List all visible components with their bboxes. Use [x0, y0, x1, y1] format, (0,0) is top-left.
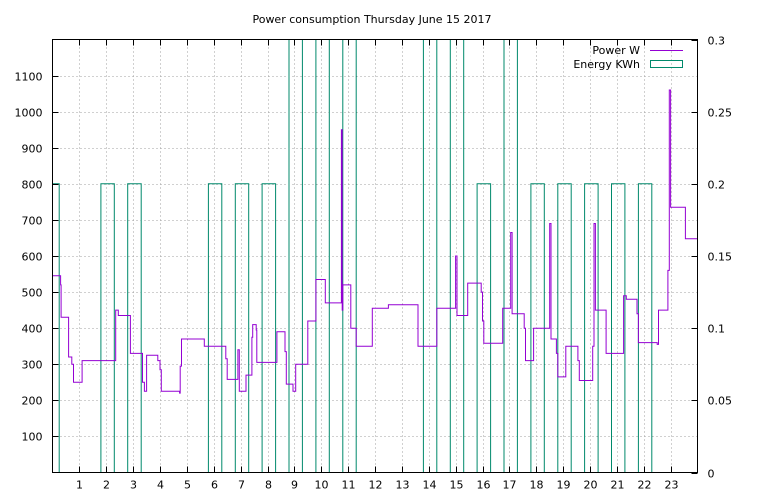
y2-tick-label: 0.3: [708, 35, 726, 48]
y-tick-label: 200: [22, 395, 43, 408]
y-tick-label: 600: [22, 251, 43, 264]
x-tick-label: 23: [665, 479, 679, 492]
x-tick-label: 8: [265, 479, 272, 492]
x-tick-label: 17: [503, 479, 517, 492]
x-tick-label: 11: [342, 479, 356, 492]
grid-layer: [52, 39, 698, 473]
y2-tick-label: 0.25: [708, 107, 733, 120]
x-tick-label: 6: [211, 479, 218, 492]
y2-tick-label: 0: [708, 468, 715, 481]
y2-tick-label: 0.1: [708, 323, 726, 336]
legend-label-power-w: Power W: [592, 44, 640, 57]
x-tick-label: 5: [184, 479, 191, 492]
series-line-energy-kwh: [52, 39, 653, 473]
y-tick-label: 900: [22, 143, 43, 156]
x-tick-label: 15: [450, 479, 464, 492]
series-line-power-w: [52, 89, 698, 394]
x-tick-label: 7: [238, 479, 245, 492]
x-tick-label: 13: [396, 479, 410, 492]
y-tick-label: 500: [22, 287, 43, 300]
legend-label-energy-kwh: Energy KWh: [573, 58, 640, 71]
x-tick-label: 14: [423, 479, 437, 492]
x-tick-label: 16: [477, 479, 491, 492]
chart-title: Power consumption Thursday June 15 2017: [252, 13, 491, 26]
legend-swatch-energy-kwh: [650, 60, 683, 68]
y2-tick-label: 0.05: [708, 395, 733, 408]
x-tick-label: 22: [638, 479, 652, 492]
axis-layer: 1 2 3 4 5 6 7 8 9 10 11 12 13 14 15 16 17 18 19 20 21 22 23100…: [15, 35, 733, 492]
y2-tick-label: 0.2: [708, 179, 726, 192]
x-tick-label: 4: [157, 479, 164, 492]
y2-tick-label: 0.15: [708, 251, 733, 264]
x-tick-label: 3: [130, 479, 137, 492]
y-tick-label: 800: [22, 179, 43, 192]
y-tick-label: 100: [22, 431, 43, 444]
y-tick-label: 1000: [15, 107, 43, 120]
x-tick-label: 2: [103, 479, 110, 492]
x-tick-label: 12: [369, 479, 383, 492]
x-tick-label: 1: [76, 479, 83, 492]
y-tick-label: 300: [22, 359, 43, 372]
y-tick-label: 400: [22, 323, 43, 336]
x-tick-label: 21: [611, 479, 625, 492]
y-tick-label: 700: [22, 215, 43, 228]
y-tick-label: 1100: [15, 71, 43, 84]
x-tick-label: 19: [557, 479, 571, 492]
x-tick-label: 20: [584, 479, 598, 492]
x-tick-label: 18: [530, 479, 544, 492]
x-tick-label: 10: [315, 479, 329, 492]
x-tick-label: 9: [291, 479, 298, 492]
